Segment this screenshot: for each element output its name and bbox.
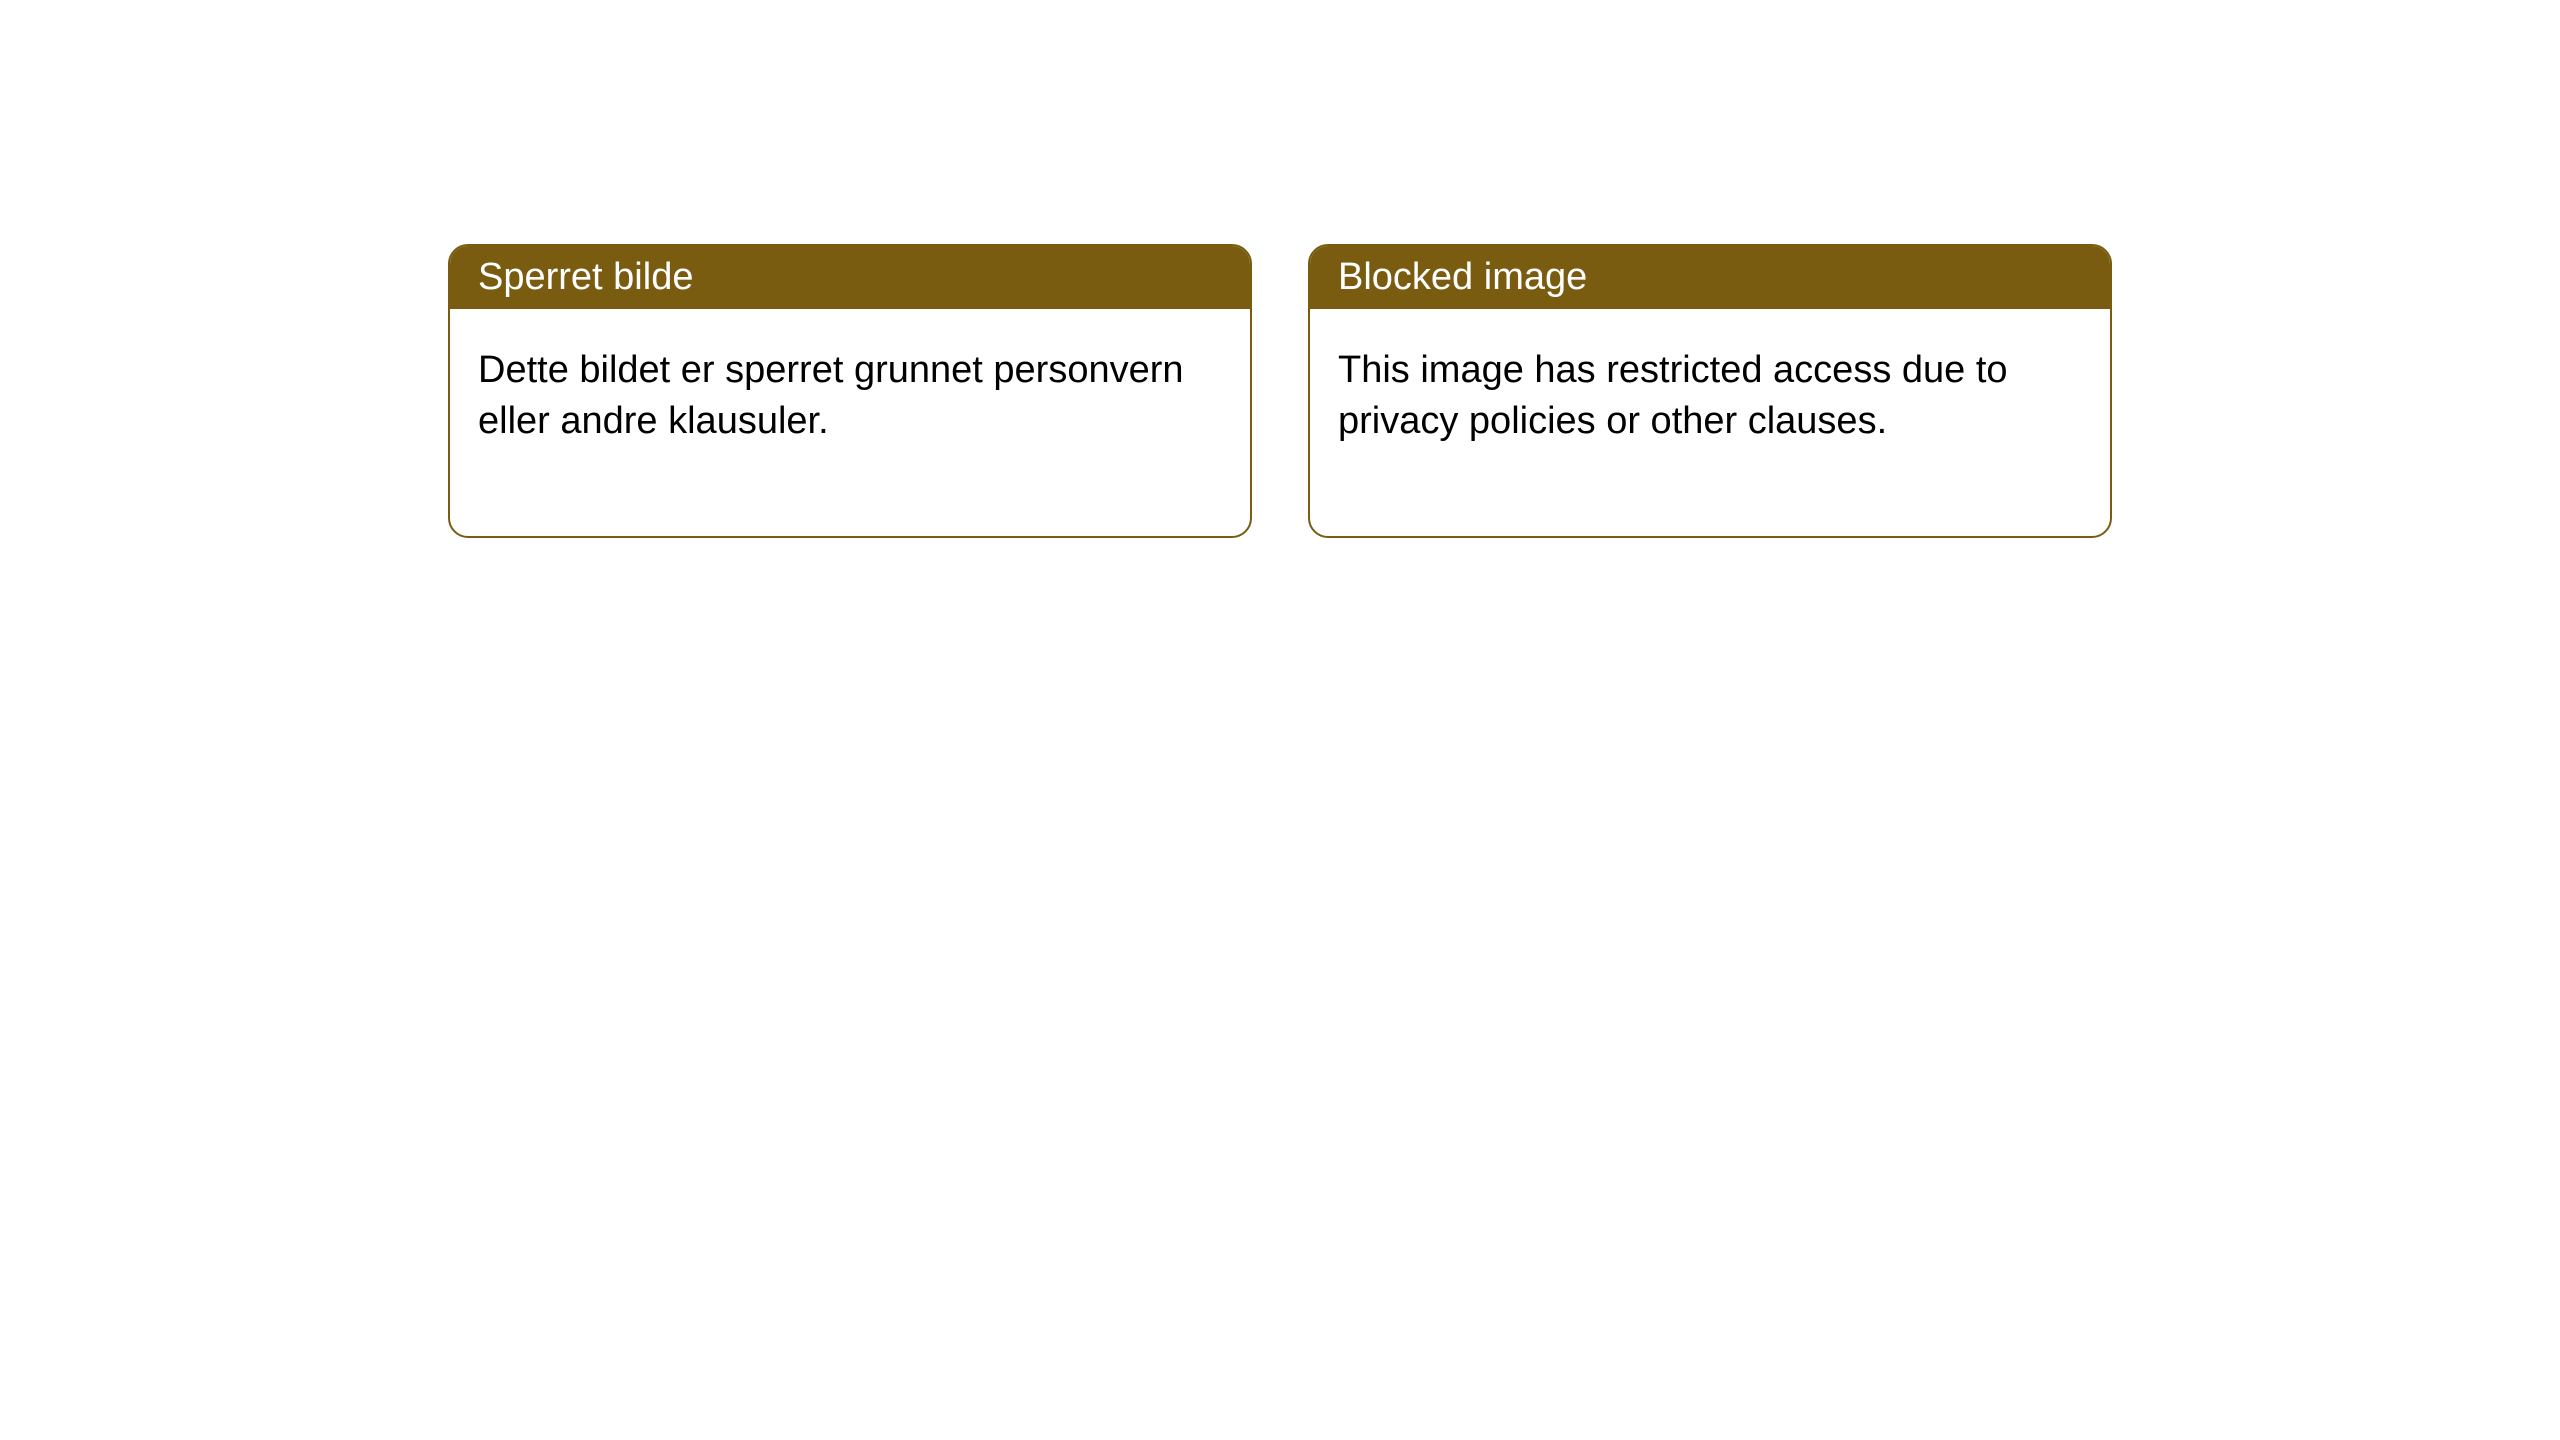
card-title: Blocked image xyxy=(1310,246,2110,309)
card-body: This image has restricted access due to … xyxy=(1310,309,2110,536)
blocked-image-card-en: Blocked image This image has restricted … xyxy=(1308,244,2112,538)
blocked-image-card-no: Sperret bilde Dette bildet er sperret gr… xyxy=(448,244,1252,538)
card-body: Dette bildet er sperret grunnet personve… xyxy=(450,309,1250,536)
cards-container: Sperret bilde Dette bildet er sperret gr… xyxy=(0,0,2560,538)
card-title: Sperret bilde xyxy=(450,246,1250,309)
